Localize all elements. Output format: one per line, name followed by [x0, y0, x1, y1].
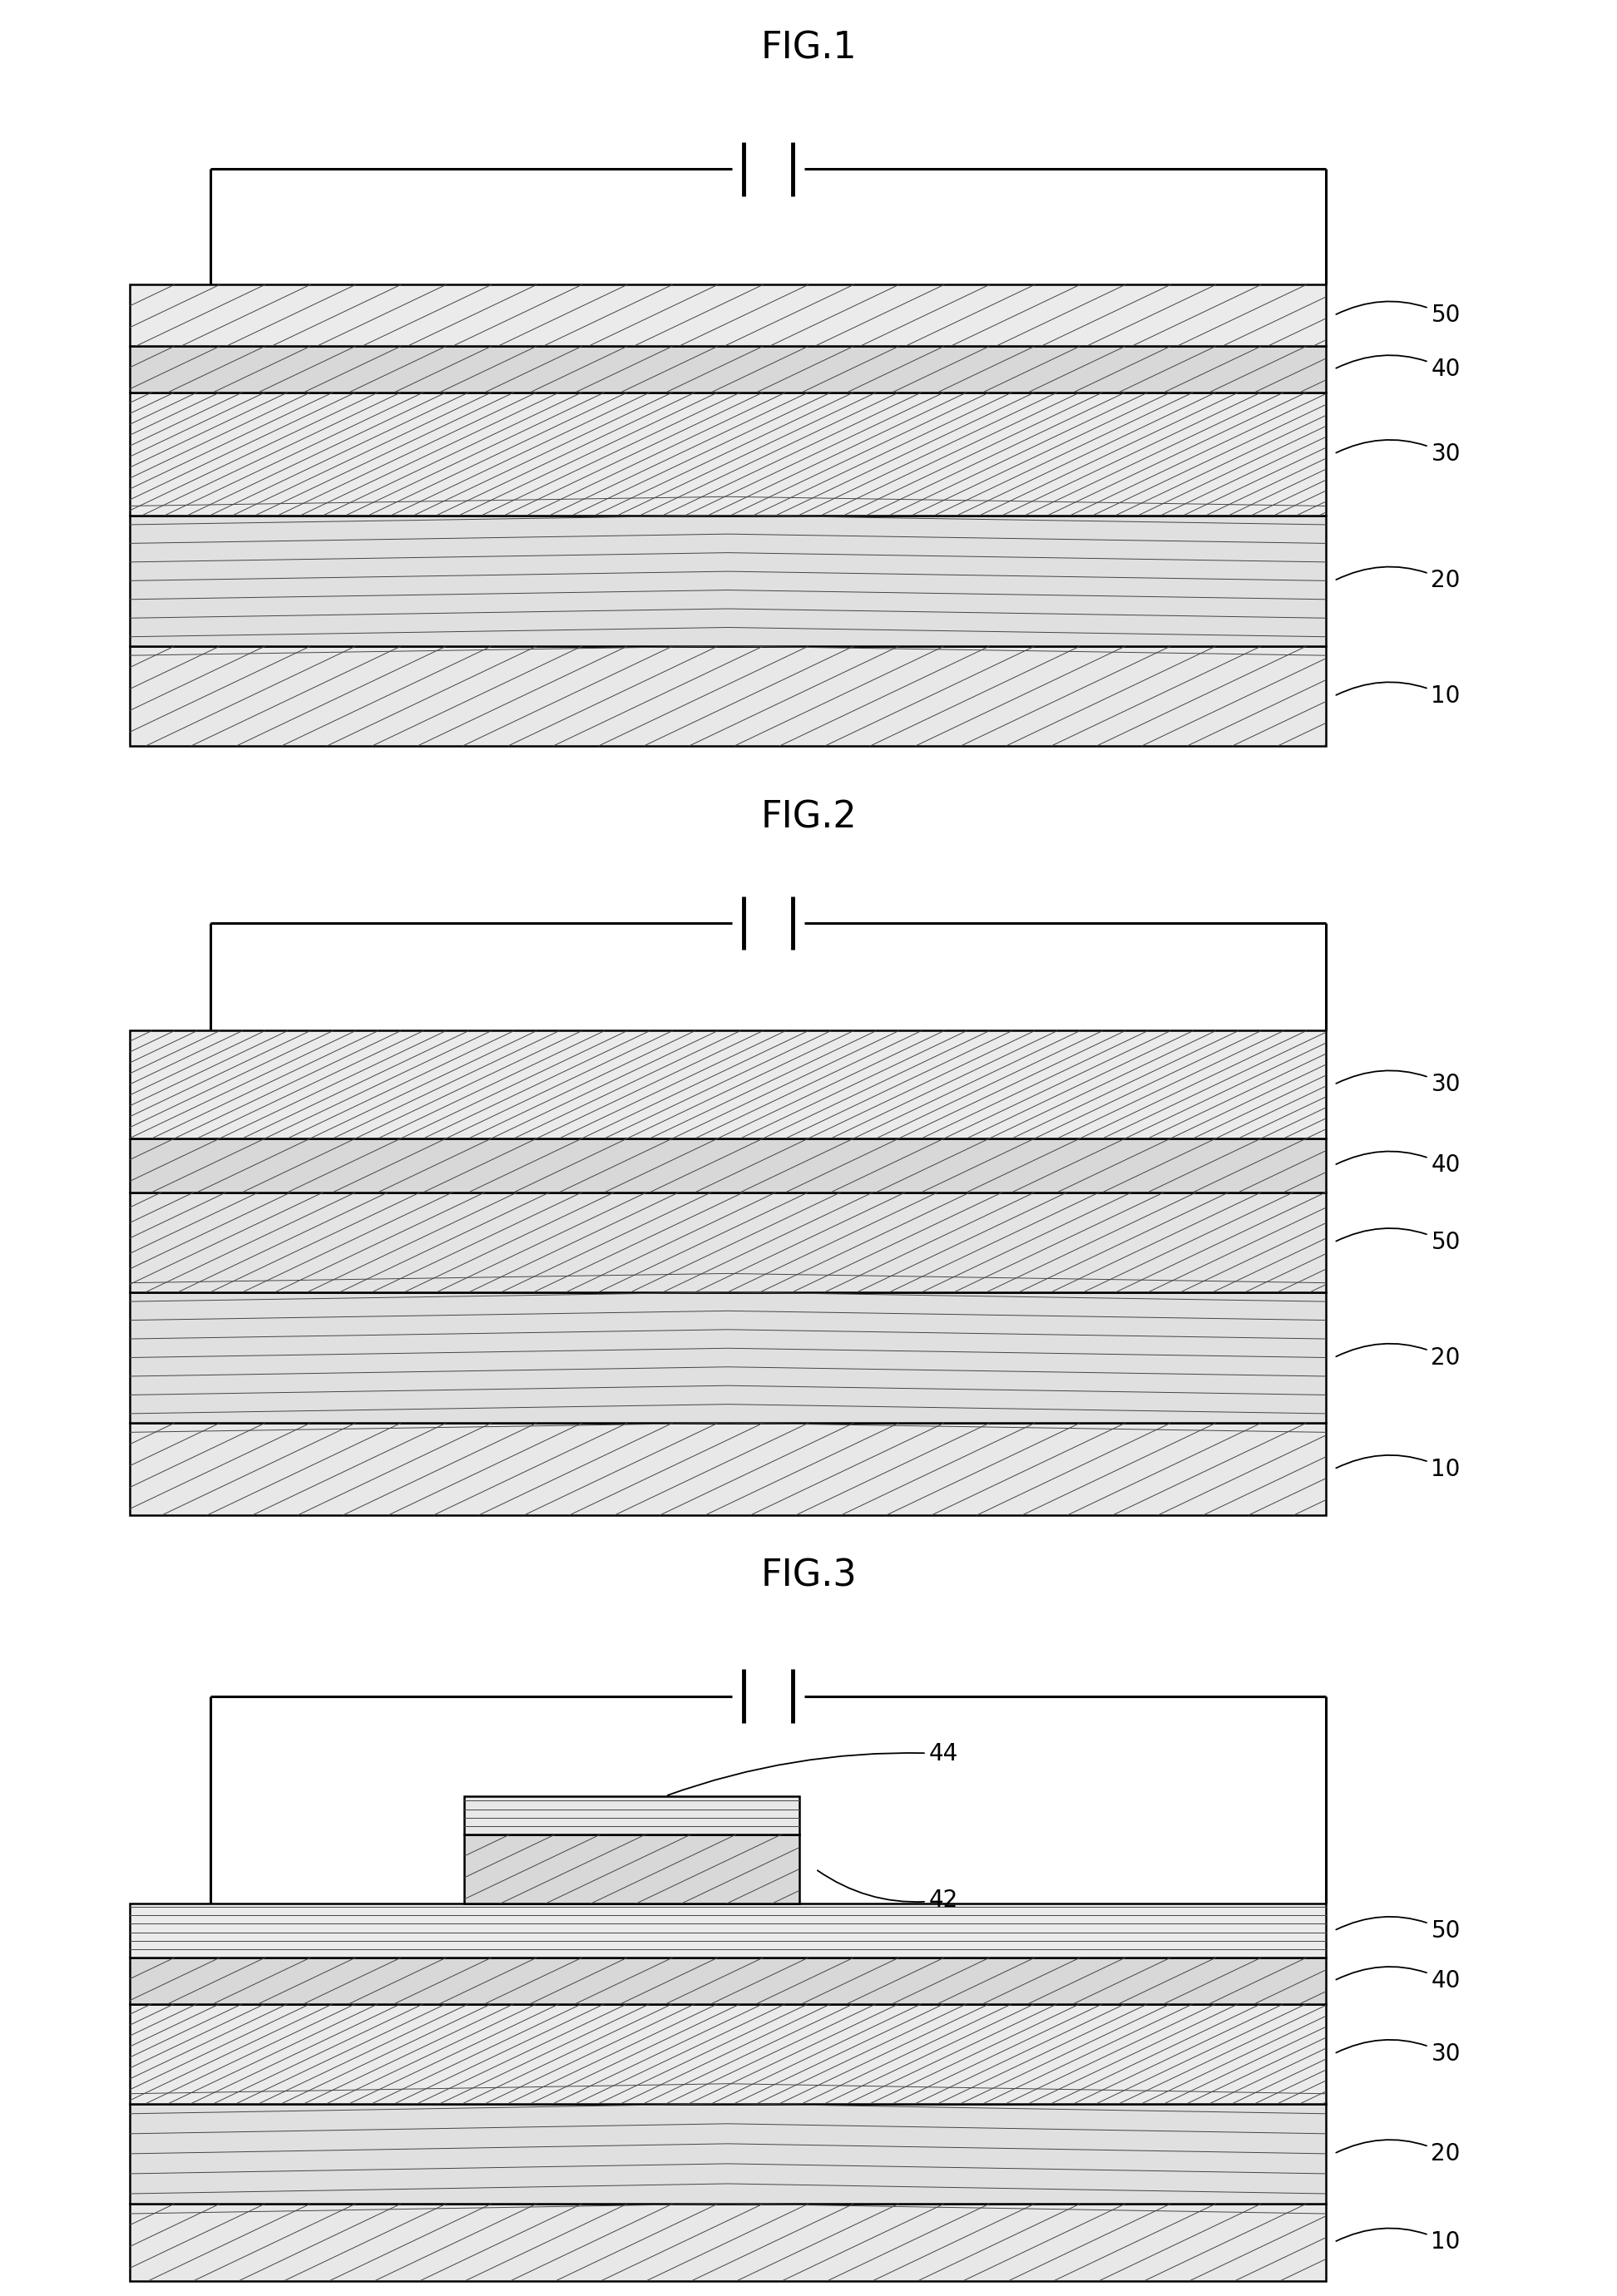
- Text: FIG.3: FIG.3: [760, 1557, 857, 1593]
- Text: 20: 20: [1336, 2140, 1460, 2165]
- Text: FIG.1: FIG.1: [760, 30, 857, 67]
- Bar: [129, 645, 1326, 746]
- Text: 10: 10: [1336, 682, 1460, 707]
- Bar: [129, 2103, 1326, 2204]
- Text: 40: 40: [1336, 1968, 1460, 1993]
- Text: 30: 30: [1336, 2039, 1460, 2066]
- Text: 30: 30: [1336, 441, 1460, 466]
- Bar: [129, 1958, 1326, 2004]
- Text: 10: 10: [1336, 2227, 1460, 2255]
- Bar: [129, 1903, 1326, 1958]
- Bar: [129, 514, 1326, 645]
- Bar: [129, 393, 1326, 514]
- Text: 44: 44: [668, 1743, 959, 1795]
- Bar: [129, 1293, 1326, 1424]
- Text: FIG.2: FIG.2: [760, 799, 857, 836]
- Bar: [129, 1139, 1326, 1192]
- Text: 50: 50: [1336, 1228, 1460, 1254]
- Text: 20: 20: [1336, 567, 1460, 592]
- Bar: [129, 347, 1326, 393]
- Text: 40: 40: [1336, 1150, 1460, 1178]
- Text: 40: 40: [1336, 356, 1460, 381]
- Text: 42: 42: [818, 1871, 959, 1913]
- Bar: [129, 2204, 1326, 2280]
- Bar: [129, 1031, 1326, 1139]
- Bar: [464, 1835, 799, 1903]
- Text: 10: 10: [1336, 1456, 1460, 1481]
- Text: 50: 50: [1336, 1917, 1460, 1942]
- Bar: [129, 285, 1326, 347]
- Text: 50: 50: [1336, 301, 1460, 326]
- Bar: [464, 1795, 799, 1835]
- Bar: [129, 2004, 1326, 2103]
- Text: 20: 20: [1336, 1343, 1460, 1368]
- Text: 30: 30: [1336, 1070, 1460, 1095]
- Bar: [129, 1192, 1326, 1293]
- Bar: [129, 1424, 1326, 1515]
